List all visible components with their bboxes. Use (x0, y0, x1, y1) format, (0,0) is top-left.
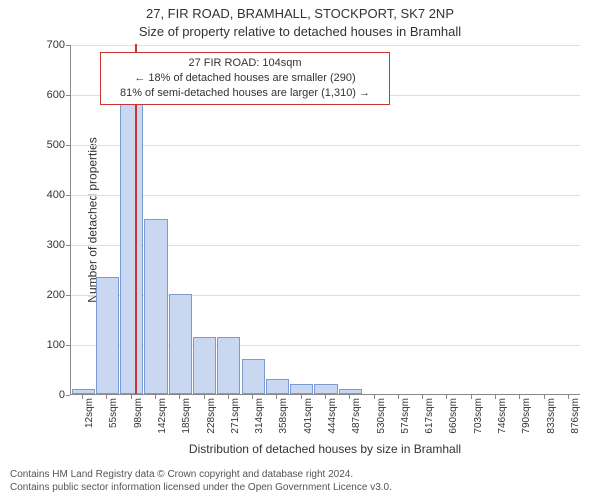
xtick-label: 55sqm (108, 398, 119, 448)
xtick-label: 790sqm (521, 398, 532, 448)
grid-line (71, 145, 580, 146)
ytick-mark (66, 345, 70, 346)
grid-line (71, 195, 580, 196)
annotation-line-3: 81% of semi-detached houses are larger (… (107, 86, 383, 101)
xtick-label: 876sqm (570, 398, 581, 448)
ytick-mark (66, 395, 70, 396)
footer-line-1: Contains HM Land Registry data © Crown c… (10, 468, 590, 481)
histogram-bar (120, 74, 143, 394)
ytick-mark (66, 145, 70, 146)
xtick-label: 271sqm (230, 398, 241, 448)
xtick-label: 12sqm (84, 398, 95, 448)
ytick-mark (66, 95, 70, 96)
xtick-mark (301, 395, 302, 399)
histogram-bar (314, 384, 337, 394)
histogram-bar (72, 389, 95, 394)
xtick-mark (155, 395, 156, 399)
xtick-label: 833sqm (546, 398, 557, 448)
histogram-bar (193, 337, 216, 395)
xtick-mark (252, 395, 253, 399)
xtick-mark (204, 395, 205, 399)
xtick-label: 314sqm (254, 398, 265, 448)
ytick-label: 400 (35, 189, 65, 201)
xtick-label: 142sqm (157, 398, 168, 448)
xtick-label: 401sqm (303, 398, 314, 448)
xtick-label: 358sqm (278, 398, 289, 448)
chart-title-address: 27, FIR ROAD, BRAMHALL, STOCKPORT, SK7 2… (0, 6, 600, 21)
ytick-label: 300 (35, 239, 65, 251)
footer-attribution: Contains HM Land Registry data © Crown c… (10, 468, 590, 494)
ytick-mark (66, 295, 70, 296)
ytick-label: 0 (35, 389, 65, 401)
xtick-label: 228sqm (206, 398, 217, 448)
histogram-bar (339, 389, 362, 394)
chart-subtitle: Size of property relative to detached ho… (0, 24, 600, 39)
xtick-label: 185sqm (181, 398, 192, 448)
xtick-mark (228, 395, 229, 399)
annotation-line-2: ← 18% of detached houses are smaller (29… (107, 71, 383, 86)
xtick-label: 617sqm (424, 398, 435, 448)
annotation-line-1: 27 FIR ROAD: 104sqm (107, 56, 383, 71)
xtick-label: 703sqm (473, 398, 484, 448)
x-axis-label: Distribution of detached houses by size … (70, 442, 580, 456)
xtick-mark (398, 395, 399, 399)
xtick-label: 660sqm (448, 398, 459, 448)
ytick-label: 500 (35, 139, 65, 151)
histogram-bar (266, 379, 289, 394)
histogram-bar (96, 277, 119, 395)
chart-container: 27, FIR ROAD, BRAMHALL, STOCKPORT, SK7 2… (0, 0, 600, 500)
ytick-mark (66, 195, 70, 196)
histogram-bar (169, 294, 192, 394)
histogram-bar (242, 359, 265, 394)
ytick-label: 600 (35, 89, 65, 101)
annotation-box: 27 FIR ROAD: 104sqm ← 18% of detached ho… (100, 52, 390, 105)
xtick-mark (471, 395, 472, 399)
xtick-mark (82, 395, 83, 399)
ytick-label: 100 (35, 339, 65, 351)
xtick-mark (422, 395, 423, 399)
ytick-label: 700 (35, 39, 65, 51)
ytick-label: 200 (35, 289, 65, 301)
xtick-mark (568, 395, 569, 399)
footer-line-2: Contains public sector information licen… (10, 481, 590, 494)
xtick-mark (131, 395, 132, 399)
xtick-label: 98sqm (133, 398, 144, 448)
histogram-bar (290, 384, 313, 394)
xtick-mark (325, 395, 326, 399)
xtick-label: 444sqm (327, 398, 338, 448)
histogram-bar (144, 219, 167, 394)
ytick-mark (66, 45, 70, 46)
xtick-mark (374, 395, 375, 399)
xtick-label: 530sqm (376, 398, 387, 448)
xtick-label: 574sqm (400, 398, 411, 448)
xtick-label: 746sqm (497, 398, 508, 448)
histogram-bar (217, 337, 240, 395)
grid-line (71, 45, 580, 46)
xtick-label: 487sqm (351, 398, 362, 448)
xtick-mark (544, 395, 545, 399)
xtick-mark (495, 395, 496, 399)
ytick-mark (66, 245, 70, 246)
